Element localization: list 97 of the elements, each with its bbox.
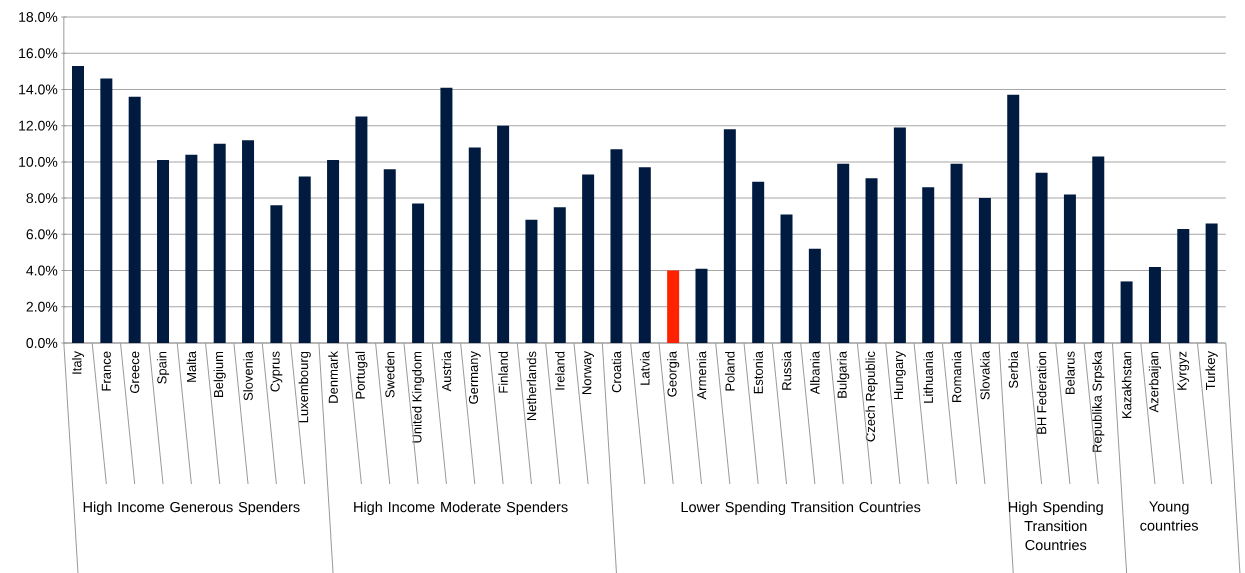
bar <box>1120 281 1133 343</box>
x-tick-label: Kyrgyz <box>1177 351 1190 390</box>
y-tick-label: 2.0% <box>26 301 58 312</box>
bar <box>553 207 566 343</box>
bar <box>468 147 481 343</box>
x-tick-label: Malta <box>186 351 197 382</box>
x-tick-label: Kazakhstan <box>1121 351 1132 418</box>
bar <box>752 181 765 343</box>
x-tick-label: Germany <box>468 351 481 404</box>
bar <box>893 127 906 343</box>
x-tick-label: Finland <box>498 351 508 393</box>
bar <box>837 163 850 343</box>
bar <box>950 163 963 343</box>
x-tick-label: Azerbaijan <box>1148 351 1161 413</box>
x-tick-label: Poland <box>725 351 735 391</box>
bar <box>1063 194 1076 343</box>
x-tick-label: Latvia <box>640 351 650 385</box>
x-tick-label: France <box>101 351 111 391</box>
y-tick-label: 0.0% <box>26 338 58 348</box>
x-tick-label: Portugal <box>355 351 368 399</box>
bar <box>440 87 453 343</box>
x-tick-label: Belgium <box>213 351 226 397</box>
y-tick-label: 14.0% <box>19 84 58 95</box>
bar <box>383 169 396 343</box>
x-tick-label: Slovenia <box>243 351 253 401</box>
bar <box>412 203 425 343</box>
x-tick-label: Lithuania <box>923 351 933 403</box>
x-tick-label: Armenia <box>696 351 707 400</box>
bar <box>695 268 708 343</box>
bar <box>1035 172 1048 343</box>
y-tick-label: 4.0% <box>26 265 58 276</box>
x-tick-label: Austria <box>441 351 452 392</box>
y-tick-label: 18.0% <box>19 12 58 22</box>
x-tick-label: United Kingdom <box>412 351 425 443</box>
bar <box>1092 156 1105 343</box>
x-tick-label: Albania <box>810 351 820 395</box>
x-tick-label: Sweden <box>384 351 395 398</box>
x-tick-label: Croatia <box>611 351 622 393</box>
x-tick-label: Italy <box>71 351 85 374</box>
bar <box>327 160 340 343</box>
bar <box>922 187 935 343</box>
x-tick-label: Greece <box>130 351 140 394</box>
x-tick-label: Ireland <box>555 351 565 390</box>
bar <box>298 176 311 343</box>
bar <box>1007 94 1020 343</box>
x-tick-label: Norway <box>582 351 594 395</box>
bar <box>355 116 368 343</box>
x-tick-label: Romania <box>951 351 962 402</box>
text: High Spending Transition Countries <box>1008 501 1103 551</box>
bar <box>497 125 510 343</box>
bar <box>582 174 595 343</box>
bar <box>213 143 226 343</box>
y-tick-label: 16.0% <box>19 48 58 59</box>
x-tick-label: Georgia <box>667 351 680 397</box>
bar <box>72 65 84 343</box>
x-tick-label: Hungary <box>894 351 906 400</box>
x-tick-label: Bulgaria <box>837 351 850 398</box>
x-tick-label: Slovakia <box>980 351 990 400</box>
bar <box>157 160 170 343</box>
bar <box>128 96 141 343</box>
bar <box>667 270 680 343</box>
x-tick-label: Luxembourg <box>298 351 311 423</box>
x-tick-label: Estonia <box>753 351 763 394</box>
x-tick-label: Denmark <box>328 351 338 403</box>
x-tick-label: Russia <box>781 351 792 390</box>
bar <box>610 149 623 343</box>
y-tick-label: 12.0% <box>19 120 58 131</box>
bar <box>1205 223 1218 343</box>
bar <box>1148 266 1161 343</box>
bar <box>525 219 538 343</box>
bar <box>242 140 255 343</box>
bar <box>1177 228 1190 343</box>
text: High Income Generous Spenders <box>83 501 300 516</box>
bar <box>865 178 878 343</box>
x-tick-label: Spain <box>156 351 170 384</box>
x-tick-label: Turkey <box>1205 351 1218 390</box>
x-tick-label: Belarus <box>1065 351 1075 395</box>
text: High Income Moderate Spenders <box>354 501 568 516</box>
bar <box>808 248 821 343</box>
x-tick-label: Netherlands <box>526 351 537 421</box>
bar <box>100 78 113 343</box>
x-tick-label: Serbia <box>1008 351 1019 389</box>
x-tick-label: Czech Republic <box>865 351 878 442</box>
y-tick-label: 6.0% <box>26 229 58 240</box>
bar <box>978 198 991 343</box>
x-tick-label: BH Federation <box>1036 351 1047 434</box>
x-tick-label: Cyprus <box>270 351 283 392</box>
bar <box>638 167 651 343</box>
bar <box>270 205 283 343</box>
x-tick-label: Republika Srpska <box>1092 351 1105 452</box>
text: Young countries <box>1140 501 1198 531</box>
bar <box>185 154 198 343</box>
bar <box>723 129 736 343</box>
bar <box>780 214 793 343</box>
text: Lower Spending Transition Countries <box>681 501 921 516</box>
y-tick-label: 8.0% <box>26 193 58 204</box>
y-tick-label: 10.0% <box>19 156 58 167</box>
